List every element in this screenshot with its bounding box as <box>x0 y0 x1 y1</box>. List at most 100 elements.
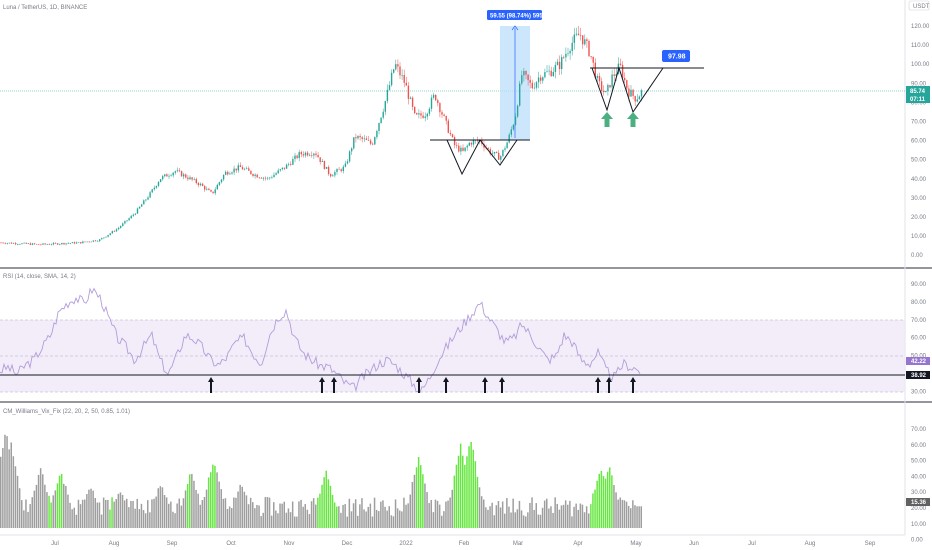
candle-body[interactable] <box>439 103 441 113</box>
candle-body[interactable] <box>512 124 515 130</box>
candle-body[interactable] <box>141 204 143 207</box>
candle-body[interactable] <box>607 84 609 92</box>
candle-body[interactable] <box>23 242 25 244</box>
candle-body[interactable] <box>456 145 458 146</box>
candle-body[interactable] <box>50 244 53 245</box>
candle-body[interactable] <box>267 177 269 179</box>
candle-body[interactable] <box>2 242 4 244</box>
inverse-head-shoulders-left[interactable] <box>430 139 530 176</box>
candle-body[interactable] <box>372 143 374 145</box>
candle-body[interactable] <box>432 94 435 98</box>
candle-body[interactable] <box>430 97 433 109</box>
candle-body[interactable] <box>283 167 286 169</box>
candle-body[interactable] <box>92 240 95 242</box>
candle-body[interactable] <box>535 82 538 88</box>
candle-body[interactable] <box>239 165 242 168</box>
candle-body[interactable] <box>138 206 141 209</box>
candle-body[interactable] <box>204 186 206 190</box>
candle-body[interactable] <box>29 243 32 245</box>
candle-body[interactable] <box>605 91 607 93</box>
candle-body[interactable] <box>510 129 512 135</box>
currency-badge[interactable] <box>908 0 930 11</box>
candle-body[interactable] <box>441 112 443 115</box>
candle-body[interactable] <box>258 177 260 179</box>
candles[interactable] <box>0 25 643 246</box>
candle-body[interactable] <box>52 242 55 245</box>
candle-body[interactable] <box>340 169 342 172</box>
candle-body[interactable] <box>67 243 69 244</box>
candle-body[interactable] <box>621 64 624 78</box>
candle-body[interactable] <box>640 90 643 97</box>
candle-body[interactable] <box>210 190 212 192</box>
candle-body[interactable] <box>355 137 357 139</box>
candle-body[interactable] <box>502 149 504 157</box>
candle-body[interactable] <box>546 71 548 73</box>
candle-body[interactable] <box>374 137 376 145</box>
candle-body[interactable] <box>302 154 305 156</box>
candle-body[interactable] <box>594 62 596 78</box>
candle-body[interactable] <box>8 242 11 244</box>
candle-body[interactable] <box>357 135 359 139</box>
candle-body[interactable] <box>31 243 34 245</box>
candle-body[interactable] <box>84 241 86 243</box>
candle-body[interactable] <box>285 164 288 169</box>
candle-body[interactable] <box>598 75 601 82</box>
candle-body[interactable] <box>143 200 145 205</box>
candle-body[interactable] <box>554 65 557 72</box>
candle-body[interactable] <box>531 82 533 89</box>
candle-body[interactable] <box>189 177 191 180</box>
candle-body[interactable] <box>27 243 29 245</box>
candle-body[interactable] <box>21 243 23 245</box>
candle-body[interactable] <box>225 171 227 175</box>
candle-body[interactable] <box>506 142 508 149</box>
last-price-badge[interactable] <box>906 86 930 103</box>
candle-body[interactable] <box>172 172 174 176</box>
candle-body[interactable] <box>4 243 6 244</box>
candle-body[interactable] <box>453 137 456 146</box>
candle-body[interactable] <box>493 151 496 154</box>
candle-body[interactable] <box>0 242 2 244</box>
candle-body[interactable] <box>166 174 168 177</box>
candle-body[interactable] <box>582 35 584 45</box>
candle-body[interactable] <box>164 174 166 177</box>
candle-body[interactable] <box>466 145 468 148</box>
candle-body[interactable] <box>273 174 275 178</box>
candle-body[interactable] <box>359 135 361 138</box>
candle-body[interactable] <box>393 69 395 73</box>
candle-body[interactable] <box>588 41 590 57</box>
candle-body[interactable] <box>317 155 319 158</box>
candle-body[interactable] <box>117 227 120 230</box>
candle-body[interactable] <box>313 153 315 156</box>
candle-body[interactable] <box>420 113 422 116</box>
candle-body[interactable] <box>82 241 84 244</box>
candle-body[interactable] <box>113 231 116 232</box>
candle-body[interactable] <box>577 33 580 36</box>
candle-body[interactable] <box>264 177 267 179</box>
candle-body[interactable] <box>262 177 265 179</box>
candle-body[interactable] <box>99 239 101 242</box>
candle-body[interactable] <box>464 147 466 151</box>
candle-body[interactable] <box>403 75 405 83</box>
candle-body[interactable] <box>390 72 393 86</box>
candle-body[interactable] <box>162 176 164 180</box>
candle-body[interactable] <box>191 177 193 180</box>
candle-body[interactable] <box>600 81 603 91</box>
candle-body[interactable] <box>88 241 90 243</box>
candle-body[interactable] <box>428 108 431 114</box>
candle-body[interactable] <box>105 236 107 238</box>
candle-body[interactable] <box>508 134 510 143</box>
candle-body[interactable] <box>6 243 8 244</box>
candle-body[interactable] <box>336 169 338 173</box>
candle-body[interactable] <box>195 179 197 183</box>
candle-body[interactable] <box>134 213 137 215</box>
candle-body[interactable] <box>290 163 292 165</box>
candle-body[interactable] <box>529 80 531 83</box>
candle-body[interactable] <box>416 113 418 115</box>
candle-body[interactable] <box>378 122 380 132</box>
candle-body[interactable] <box>527 74 529 81</box>
candle-body[interactable] <box>269 177 271 179</box>
candle-body[interactable] <box>174 171 176 173</box>
candle-body[interactable] <box>325 166 328 169</box>
candle-body[interactable] <box>573 34 575 43</box>
